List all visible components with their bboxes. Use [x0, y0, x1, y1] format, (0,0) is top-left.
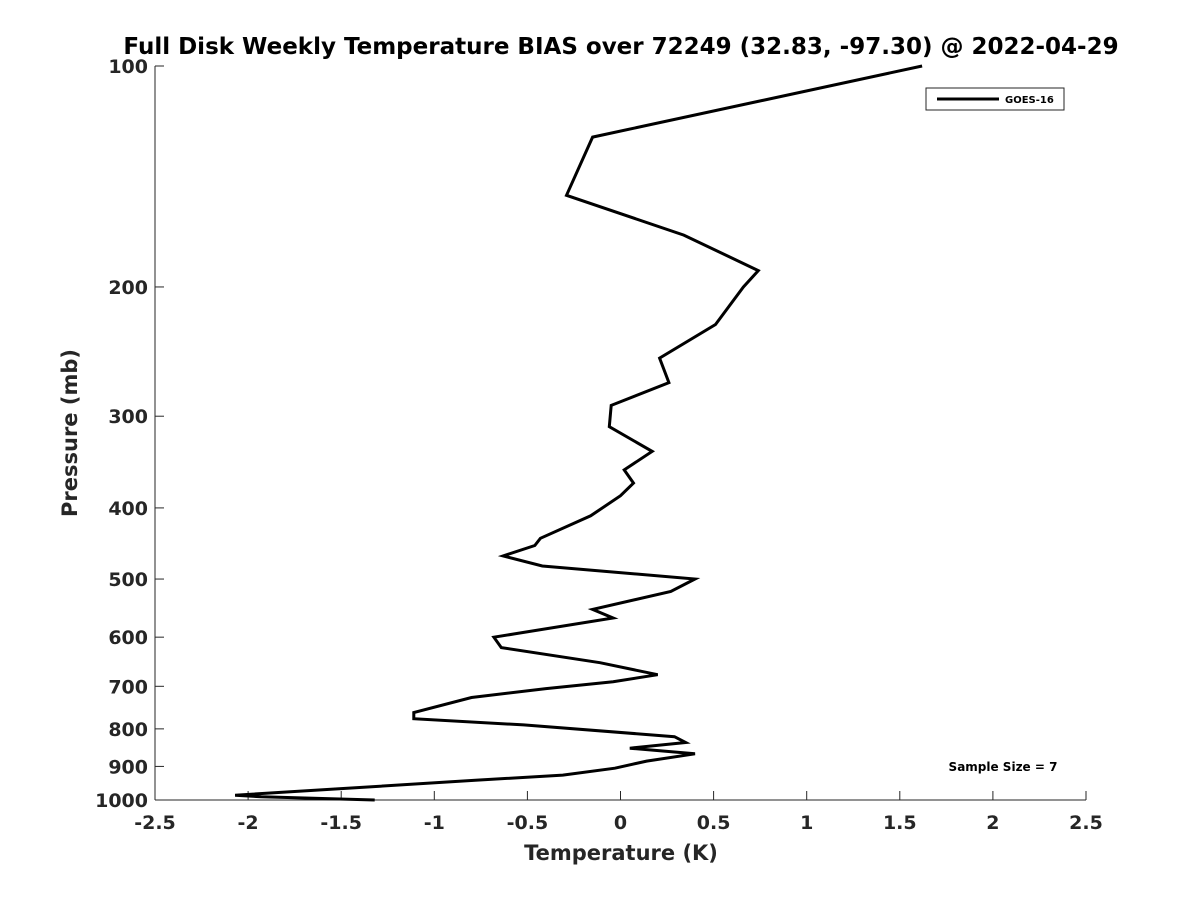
x-tick-label: 1 [800, 812, 813, 834]
y-tick-label: 500 [108, 569, 148, 591]
x-tick-label: 2 [986, 812, 999, 834]
y-tick-label: 400 [108, 498, 148, 520]
x-tick-label: -1.5 [320, 812, 362, 834]
y-tick-label: 800 [108, 719, 148, 741]
x-tick-label: -2.5 [134, 812, 176, 834]
sample-size-annotation: Sample Size = 7 [949, 760, 1058, 774]
y-tick-label: 1000 [95, 790, 148, 812]
legend-label-goes-16: GOES-16 [1005, 95, 1054, 106]
x-axis-label: Temperature (K) [524, 841, 718, 865]
y-tick-label: 600 [108, 627, 148, 649]
y-ticks: 100 200 300 400 500 600 700 800 900 1000 [95, 56, 164, 812]
chart-title: Full Disk Weekly Temperature BIAS over 7… [123, 34, 1118, 60]
x-tick-label: 2.5 [1069, 812, 1103, 834]
y-tick-label: 900 [108, 756, 148, 778]
x-tick-label: -1 [424, 812, 445, 834]
y-tick-label: 300 [108, 406, 148, 428]
x-tick-label: 1.5 [883, 812, 917, 834]
x-tick-label: -0.5 [507, 812, 549, 834]
chart-legend: GOES-16 [925, 87, 1065, 111]
series-lines [235, 64, 923, 802]
x-tick-label: 0 [614, 812, 627, 834]
x-ticks: -2.5 -2 -1.5 -1 -0.5 0 0.5 1 1.5 2 2.5 [134, 791, 1103, 834]
y-axis-label: Pressure (mb) [58, 349, 82, 517]
x-tick-label: 0.5 [697, 812, 731, 834]
y-tick-label: 200 [108, 277, 148, 299]
y-tick-label: 100 [108, 56, 148, 78]
x-tick-label: -2 [238, 812, 259, 834]
series-line-goes-16 [235, 64, 923, 802]
y-tick-label: 700 [108, 676, 148, 698]
